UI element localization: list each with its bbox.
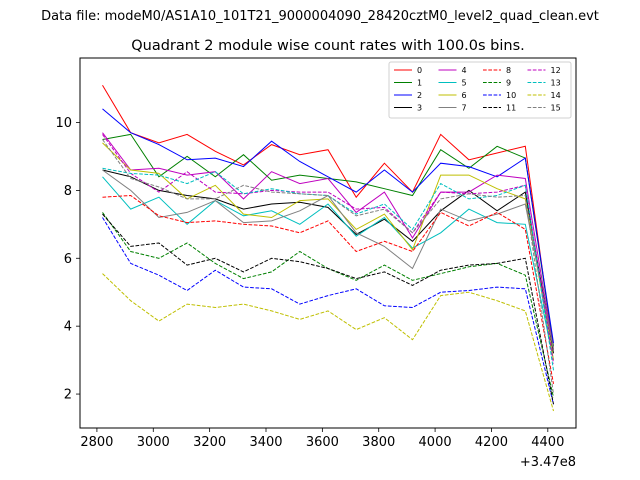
- series-line-4: [102, 132, 554, 350]
- series-line-7: [102, 169, 554, 350]
- x-tick-label: 2800: [80, 435, 113, 450]
- axis-layer: 2800 3000 3200 3400 3600 3800 4000 4200 4400 2 4 6 8…: [55, 116, 564, 450]
- legend-label-1: 1: [417, 79, 422, 88]
- x-tick-label: 4200: [475, 435, 508, 450]
- legend-label-12: 12: [551, 66, 561, 75]
- legend-label-4: 4: [462, 66, 467, 75]
- legend-label-10: 10: [506, 91, 516, 100]
- legend-label-9: 9: [506, 79, 511, 88]
- y-tick-label: 4: [64, 320, 72, 335]
- legend-label-14: 14: [551, 91, 561, 100]
- y-tick-label: 10: [55, 116, 72, 131]
- x-offset-label: +3.47e8: [520, 455, 576, 470]
- series-line-15: [102, 139, 554, 395]
- series-line-0: [102, 84, 554, 350]
- series-line-12: [102, 134, 554, 364]
- legend-label-0: 0: [417, 66, 422, 75]
- chart-title: Quadrant 2 module wise count rates with …: [131, 38, 525, 54]
- legend-label-11: 11: [506, 104, 516, 113]
- series-line-13: [102, 167, 554, 371]
- x-tick-label: 3600: [306, 435, 339, 450]
- chart-suptitle: Data file: modeM0/AS1A10_101T21_90000040…: [41, 9, 599, 24]
- series-line-10: [102, 217, 554, 405]
- legend-box: [388, 61, 572, 119]
- legend-label-5: 5: [462, 79, 467, 88]
- series-line-9: [102, 212, 554, 398]
- series-line-3: [102, 169, 554, 354]
- series-line-6: [102, 142, 554, 361]
- legend-label-8: 8: [506, 66, 511, 75]
- series-line-11: [102, 213, 554, 405]
- x-tick-label: 3800: [362, 435, 395, 450]
- series-layer: [102, 84, 554, 412]
- plot-frame: [79, 57, 577, 429]
- x-tick-label: 4000: [419, 435, 452, 450]
- x-tick-label: 3400: [249, 435, 282, 450]
- series-line-2: [102, 108, 554, 344]
- y-tick-label: 8: [64, 184, 72, 199]
- series-line-5: [102, 176, 554, 361]
- series-line-8: [102, 194, 554, 384]
- x-tick-label: 3200: [193, 435, 226, 450]
- x-tick-label: 3000: [137, 435, 170, 450]
- x-tick-label: 4400: [531, 435, 564, 450]
- legend-label-13: 13: [551, 79, 561, 88]
- legend-label-3: 3: [417, 104, 422, 113]
- legend-label-15: 15: [551, 104, 561, 113]
- y-tick-label: 6: [64, 252, 72, 267]
- legend-label-7: 7: [462, 104, 467, 113]
- legend-label-2: 2: [417, 91, 422, 100]
- series-line-14: [102, 273, 554, 412]
- y-tick-label: 2: [64, 388, 72, 403]
- legend-label-6: 6: [462, 91, 467, 100]
